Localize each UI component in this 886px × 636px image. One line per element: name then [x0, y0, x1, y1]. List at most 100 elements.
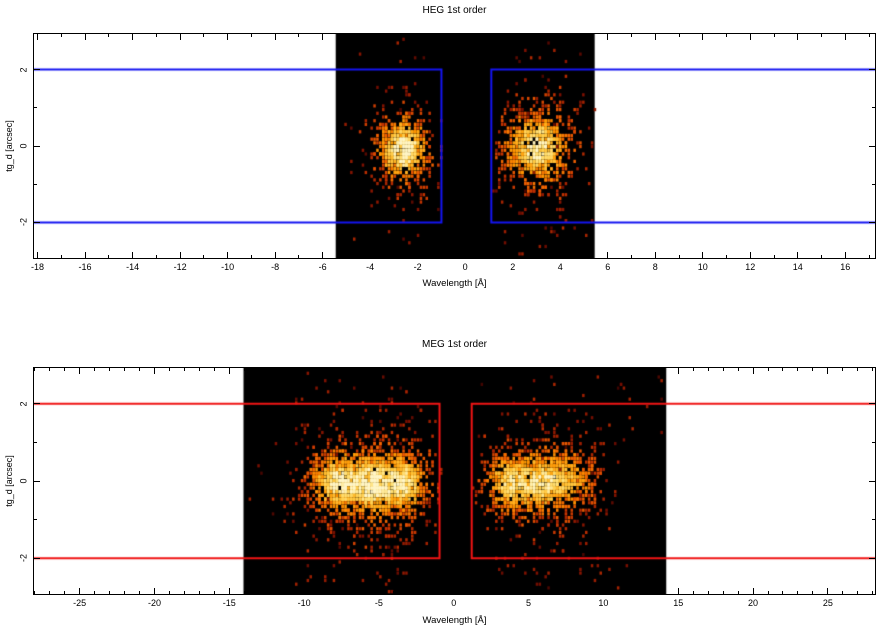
tick-mark — [607, 34, 609, 40]
tick-mark — [84, 34, 86, 40]
tick-mark — [94, 591, 96, 594]
tick-mark — [513, 368, 515, 371]
x-tick-label: 0 — [462, 262, 468, 272]
x-tick-label: -15 — [222, 598, 236, 608]
tick-mark — [153, 588, 155, 594]
meg-panel: MEG 1st order Wavelength [Å] tg_d [arcse… — [0, 334, 886, 636]
tick-mark — [559, 252, 561, 258]
tick-mark — [179, 252, 181, 258]
tick-mark — [483, 591, 485, 594]
tick-mark — [417, 252, 419, 258]
tick-mark — [322, 252, 324, 258]
tick-mark — [749, 34, 751, 40]
tick-mark — [844, 34, 846, 40]
tick-mark — [34, 519, 37, 521]
tick-mark — [702, 34, 704, 40]
tick-mark — [345, 34, 347, 37]
tick-mark — [288, 591, 290, 594]
tick-mark — [722, 368, 724, 371]
x-tick-label: 0 — [451, 598, 457, 608]
tick-mark — [827, 368, 829, 374]
tick-mark — [34, 107, 37, 109]
x-tick-label: -5 — [374, 598, 383, 608]
tick-mark — [707, 591, 709, 594]
tick-mark — [583, 255, 585, 258]
tick-mark — [722, 591, 724, 594]
tick-mark — [393, 34, 395, 37]
tick-mark — [797, 591, 799, 594]
x-tick-label: 10 — [697, 262, 708, 272]
tick-mark — [767, 591, 769, 594]
heg-plot-frame — [33, 33, 876, 259]
tick-mark — [274, 252, 276, 258]
tick-mark — [273, 368, 275, 371]
tick-mark — [369, 252, 371, 258]
tick-mark — [438, 591, 440, 594]
tick-mark — [872, 183, 875, 185]
tick-mark — [632, 591, 634, 594]
tick-mark — [34, 441, 37, 443]
tick-mark — [677, 588, 679, 594]
tick-mark — [528, 588, 530, 594]
tick-mark — [869, 557, 875, 559]
tick-mark — [869, 69, 875, 71]
tick-mark — [602, 368, 604, 374]
tick-mark — [213, 368, 215, 371]
tick-mark — [393, 591, 395, 594]
tick-mark — [692, 591, 694, 594]
tick-mark — [34, 145, 40, 147]
tick-mark — [124, 368, 126, 371]
x-tick-label: 6 — [605, 262, 611, 272]
tick-mark — [630, 34, 632, 37]
tick-mark — [250, 255, 252, 258]
tick-mark — [333, 368, 335, 371]
tick-mark — [827, 588, 829, 594]
x-tick-label: -10 — [221, 262, 235, 272]
tick-mark — [782, 591, 784, 594]
tick-mark — [737, 591, 739, 594]
meg-plot-frame — [33, 367, 876, 595]
tick-mark — [707, 368, 709, 371]
tick-mark — [752, 368, 754, 374]
tick-mark — [393, 368, 395, 371]
x-tick-label: 14 — [792, 262, 803, 272]
tick-mark — [869, 145, 875, 147]
tick-mark — [138, 591, 140, 594]
x-tick-label: -2 — [413, 262, 422, 272]
tick-mark — [34, 591, 36, 594]
heg-photon-canvas — [34, 34, 875, 258]
tick-mark — [243, 368, 245, 371]
tick-mark — [868, 34, 870, 37]
tick-mark — [512, 252, 514, 258]
x-tick-label: -16 — [78, 262, 92, 272]
tick-mark — [227, 252, 229, 258]
tick-mark — [34, 368, 36, 371]
tick-mark — [857, 591, 859, 594]
tick-mark — [677, 368, 679, 374]
tick-mark — [528, 368, 530, 374]
tick-mark — [34, 183, 37, 185]
x-tick-label: -14 — [126, 262, 140, 272]
tick-mark — [543, 368, 545, 371]
tick-mark — [869, 403, 875, 405]
tick-mark — [749, 252, 751, 258]
tick-mark — [872, 107, 875, 109]
tick-mark — [587, 368, 589, 371]
tick-mark — [155, 255, 157, 258]
tick-mark — [602, 588, 604, 594]
tick-mark — [348, 591, 350, 594]
tick-mark — [654, 34, 656, 40]
tick-mark — [393, 255, 395, 258]
tick-mark — [662, 368, 664, 371]
x-tick-label: 25 — [822, 598, 833, 608]
tick-mark — [647, 368, 649, 371]
tick-mark — [318, 591, 320, 594]
tick-mark — [303, 588, 305, 594]
tick-mark — [84, 252, 86, 258]
tick-mark — [662, 591, 664, 594]
tick-mark — [417, 34, 419, 40]
tick-mark — [345, 255, 347, 258]
tick-mark — [198, 591, 200, 594]
tick-mark — [872, 368, 874, 371]
tick-mark — [821, 255, 823, 258]
